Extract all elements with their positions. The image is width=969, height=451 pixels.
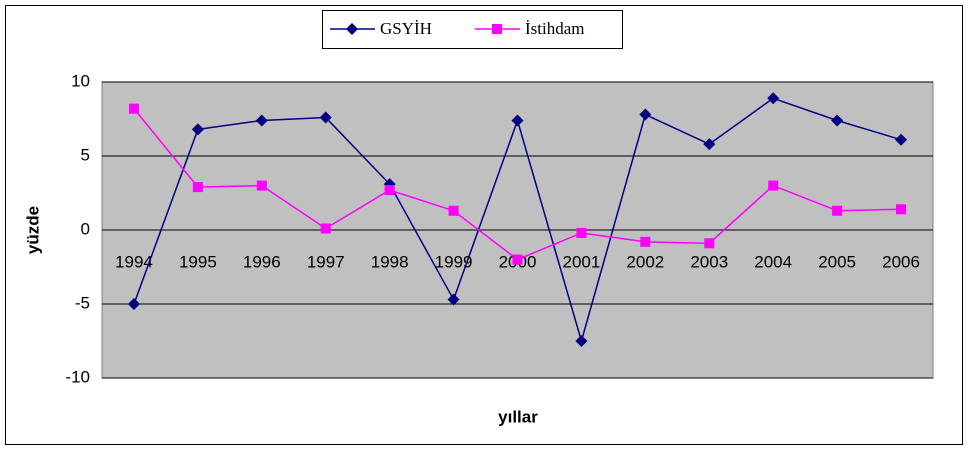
x-tick-label: 1999 <box>435 252 473 271</box>
data-point <box>575 335 588 347</box>
x-tick-label: 2006 <box>882 252 920 271</box>
x-axis-title: yıllar <box>498 407 538 426</box>
data-point <box>448 205 459 216</box>
data-point <box>895 133 908 146</box>
x-tick-label: 2005 <box>818 252 856 271</box>
legend-marker <box>492 24 502 34</box>
x-tick-label: 1996 <box>243 252 281 271</box>
data-point <box>384 185 395 196</box>
data-point <box>512 254 523 265</box>
y-tick-label: -10 <box>65 367 90 386</box>
x-tick-label: 1998 <box>371 252 409 271</box>
data-point <box>768 180 779 191</box>
legend-label: GSYİH <box>380 19 432 38</box>
data-point <box>128 103 139 114</box>
data-point <box>639 108 652 121</box>
data-point <box>576 227 587 238</box>
x-tick-label: 2002 <box>626 252 664 271</box>
data-point <box>511 114 524 127</box>
x-tick-label: 1995 <box>179 252 217 271</box>
y-tick-label: 10 <box>71 71 90 90</box>
data-point <box>192 182 203 193</box>
y-axis-title: yüzde <box>23 206 42 254</box>
data-point <box>896 204 907 215</box>
y-tick-label: 0 <box>81 219 90 238</box>
data-point <box>832 205 843 216</box>
data-point <box>256 180 267 191</box>
legend-label: İstihdam <box>525 19 585 38</box>
data-point <box>831 114 844 127</box>
x-tick-label: 1997 <box>307 252 345 271</box>
y-tick-label: -5 <box>75 293 90 312</box>
x-tick-label: 2001 <box>563 252 601 271</box>
x-tick-label: 1994 <box>115 252 153 271</box>
x-tick-label: 2004 <box>754 252 792 271</box>
x-tick-label: 2003 <box>690 252 728 271</box>
data-point <box>319 111 332 124</box>
data-point <box>767 92 780 105</box>
data-point <box>191 123 204 136</box>
data-point <box>320 223 331 234</box>
y-tick-label: 5 <box>81 145 90 164</box>
legend-marker <box>346 23 358 35</box>
data-point <box>704 238 715 249</box>
data-point <box>640 236 651 247</box>
data-point <box>127 298 140 310</box>
data-point <box>703 138 716 151</box>
data-point <box>447 293 460 306</box>
data-point <box>255 114 268 127</box>
